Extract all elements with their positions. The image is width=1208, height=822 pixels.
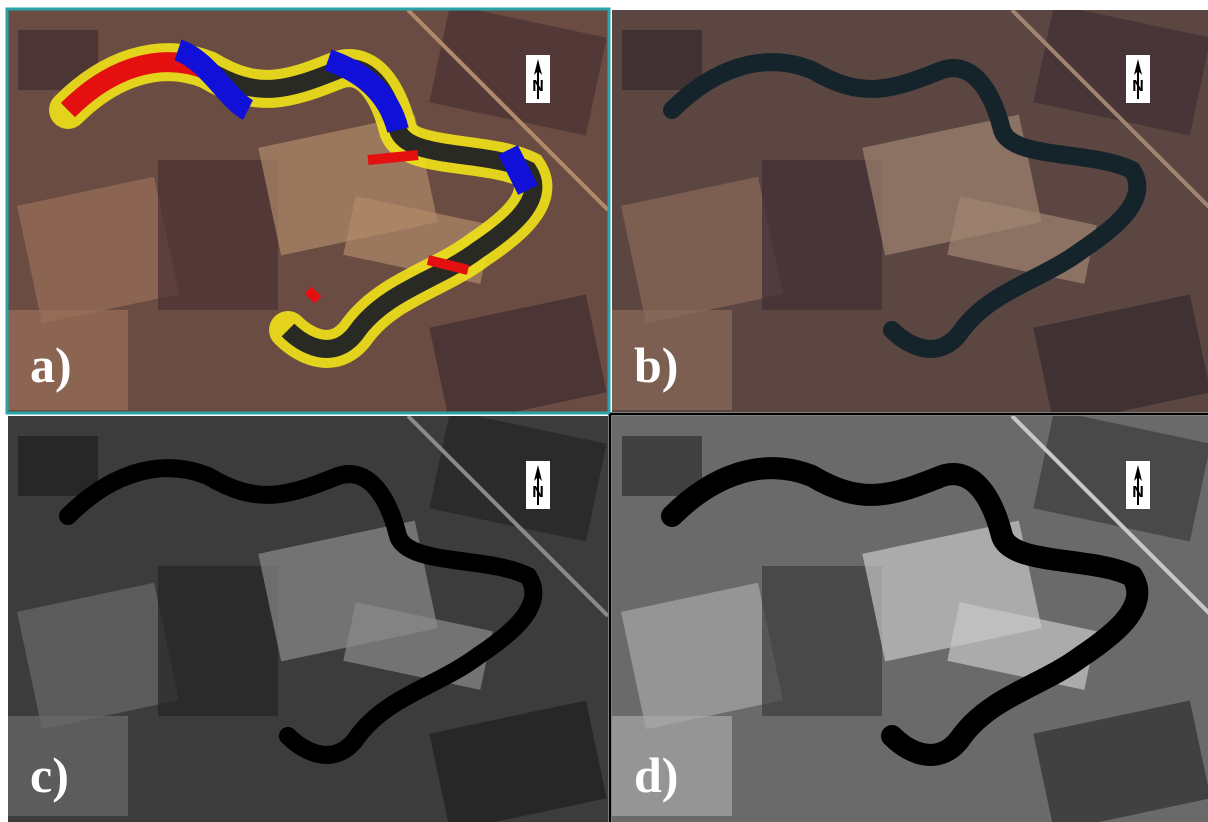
image-content — [612, 410, 1208, 822]
panel-label: a) — [30, 337, 72, 393]
north-arrow: N — [1126, 55, 1150, 103]
north-label: N — [532, 78, 544, 95]
north-arrow: N — [1126, 461, 1150, 509]
north-label: N — [1132, 78, 1144, 95]
terrain-patch — [762, 566, 882, 716]
image-content — [612, 4, 1208, 425]
image-panel: Nd) — [612, 410, 1208, 822]
north-arrow: N — [526, 461, 550, 509]
panel-label: d) — [634, 747, 678, 803]
panel-label: c) — [30, 747, 69, 803]
north-label: N — [1132, 484, 1144, 501]
panel-label: b) — [634, 337, 678, 393]
north-arrow: N — [526, 55, 550, 103]
image-content — [8, 410, 608, 822]
terrain-patch — [622, 30, 702, 90]
image-panel: Nb) — [612, 4, 1208, 425]
terrain-patch — [762, 160, 882, 310]
terrain-patch — [18, 436, 98, 496]
image-panel: Na) — [8, 4, 608, 425]
north-label: N — [532, 484, 544, 501]
terrain-patch — [158, 160, 278, 310]
figure: Na)Nb)Nc)Nd) — [0, 0, 1208, 822]
image-content — [8, 4, 608, 425]
image-panel: Nc) — [8, 410, 608, 822]
terrain-patch — [158, 566, 278, 716]
